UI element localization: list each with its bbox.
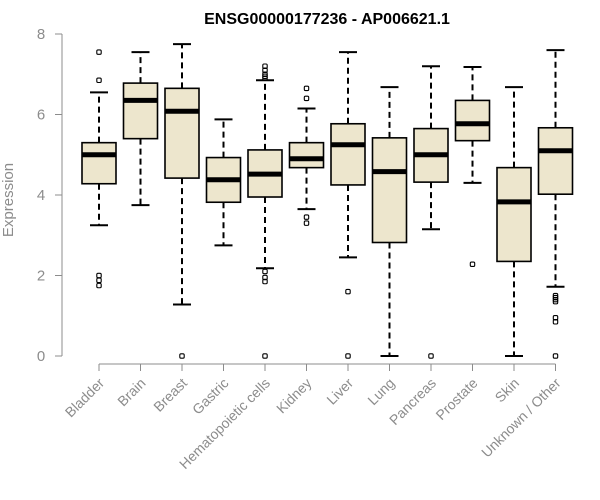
box-group [330,51,366,359]
y-tick-label: 2 [37,268,45,285]
chart-title: ENSG00000177236 - AP006621.1 [204,11,450,28]
box-iqr [81,141,117,185]
y-tick-label: 4 [37,187,45,204]
outlier-point [469,261,476,267]
boxes-layer [81,43,574,359]
y-tick-label: 0 [37,348,45,365]
outlier-point [262,278,268,285]
box-group [371,86,408,357]
outlier-point [262,268,268,275]
outlier-point [552,298,559,305]
outlier-point [96,277,102,284]
box-group [205,118,242,247]
x-tick-label: Skin [492,375,523,406]
outlier-point [303,214,310,220]
x-tick-label: Brain [114,375,148,409]
y-tick-label: 6 [37,107,45,124]
x-tick-label: Lung [364,375,397,408]
box-iqr [371,137,408,244]
outlier-point [179,353,185,359]
outlier-point [552,319,559,325]
box-iqr [496,166,532,263]
outlier-point [303,95,310,102]
box-iqr [537,126,574,195]
outlier-point [262,353,268,359]
box-group [122,51,159,207]
y-axis-label: Expression [0,163,17,237]
box-group [413,65,449,359]
box-group [81,49,117,289]
box-iqr [330,122,366,186]
outlier-point [96,77,102,84]
box-group [454,66,491,267]
box-iqr [288,141,325,169]
outlier-point [96,282,102,289]
x-tick-label: Liver [323,375,356,408]
box-group [496,86,532,357]
x-tick-label: Bladder [62,375,108,421]
box-group [247,63,283,359]
outlier-point [428,353,434,359]
box-group [164,43,200,359]
outlier-point [345,353,351,359]
outlier-point [303,85,310,92]
outlier-point [262,75,268,82]
outlier-point [96,49,102,55]
box-iqr [122,82,159,140]
x-tick-label: Unknown / Other [478,375,564,461]
outlier-point [345,288,351,295]
box-iqr [164,87,200,179]
y-tick-label: 8 [37,26,45,43]
box-iqr [454,99,491,142]
y-axis: 0 2 4 6 8 [37,26,63,365]
outlier-point [552,353,559,359]
outlier-point [96,272,102,279]
x-tick-label: Kidney [273,375,315,417]
x-tick-label: Prostate [432,375,480,423]
box-group [537,49,574,359]
outlier-point [303,220,310,226]
x-tick-label: Breast [150,375,190,415]
box-group [288,85,325,226]
